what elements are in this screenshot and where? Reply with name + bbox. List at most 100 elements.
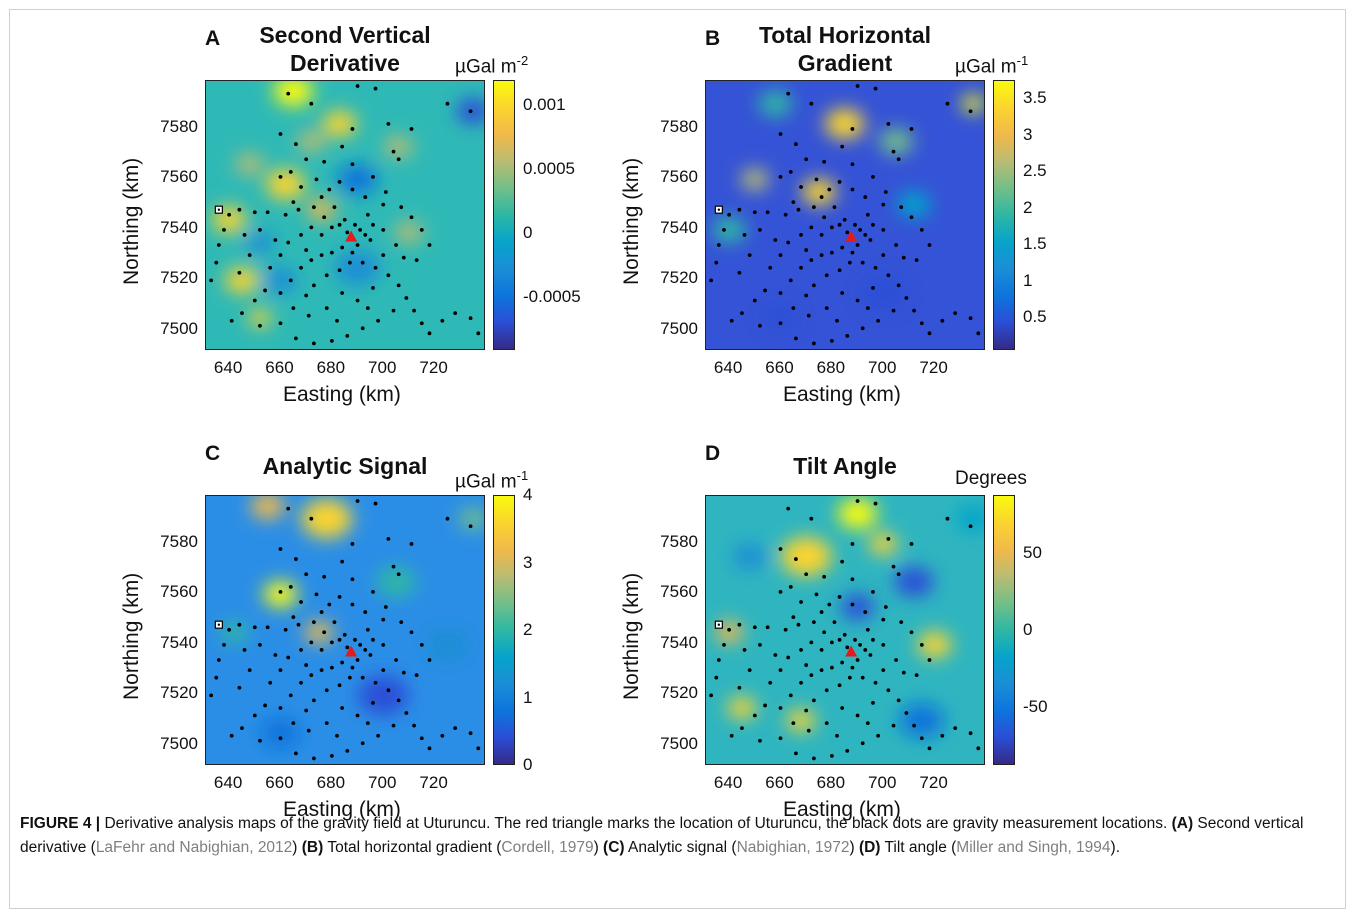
gravity-station-dot: [747, 668, 752, 673]
anomaly-blob: [307, 198, 336, 221]
gravity-station-dot: [840, 291, 845, 295]
anomaly-blob: [260, 717, 301, 749]
gravity-station-dot: [263, 703, 267, 708]
panel-title: Total Horizontal Gradient: [740, 21, 950, 77]
gravity-station-dot: [209, 278, 214, 283]
y-tick-label: 7580: [660, 116, 698, 136]
gravity-station-dot: [268, 680, 273, 685]
caption-ref-b[interactable]: Cordell, 1979: [501, 839, 594, 856]
gravity-station-dot: [840, 559, 845, 564]
gravity-station-dot: [286, 91, 291, 96]
gravity-station-dot: [322, 215, 327, 220]
colorbar-unit-exponent: -1: [516, 468, 529, 483]
gravity-station-dot: [355, 298, 360, 303]
gravity-station-dot: [976, 746, 981, 751]
x-tick-label: 720: [919, 773, 948, 792]
gravity-station-dot: [799, 265, 803, 270]
gravity-station-dot: [371, 222, 375, 227]
gravity-station-dot: [329, 640, 334, 645]
colorbar-tick-label: 3: [523, 552, 533, 572]
gravity-station-dot: [837, 637, 842, 642]
gravity-station-dot: [296, 207, 301, 212]
gravity-station-dot: [324, 688, 329, 693]
map-canvas: [206, 496, 484, 764]
caption-ref-c[interactable]: Nabighian, 1972: [736, 839, 850, 856]
gravity-station-dot: [322, 574, 327, 579]
gravity-station-dot: [294, 751, 298, 756]
gravity-station-dot: [714, 675, 719, 680]
caption-ref-a[interactable]: LaFehr and Nabighian, 2012: [95, 839, 293, 856]
gravity-station-dot: [209, 693, 214, 698]
anomaly-blob: [225, 267, 259, 294]
gravity-station-dot: [311, 756, 316, 761]
gravity-station-dot: [288, 278, 293, 283]
y-axis-label: Northing (km): [620, 572, 643, 700]
y-axis-label: Northing (km): [120, 157, 143, 285]
gravity-station-dot: [291, 721, 296, 726]
gravity-station-dot: [799, 648, 803, 652]
gravity-station-dot: [868, 238, 873, 242]
gravity-station-dot: [340, 144, 345, 149]
gravity-station-dot: [912, 308, 916, 313]
gravity-station-dot: [811, 698, 816, 703]
caption-end-d: ).: [1110, 839, 1121, 856]
gravity-station-dot: [414, 673, 419, 678]
caption-ref-d[interactable]: Miller and Singh, 1994: [956, 839, 1111, 856]
gravity-station-dot: [337, 268, 342, 273]
gravity-station-dot: [899, 620, 904, 625]
gravity-station-dot: [855, 658, 860, 662]
map-canvas: [206, 81, 484, 349]
gravity-station-dot: [871, 637, 875, 642]
gravity-station-dot: [729, 733, 734, 738]
anomaly-blob: [376, 566, 416, 598]
panel-d: D Tilt Angle Degrees 50 0 -50 7580 7560 7540 7520…: [620, 430, 1260, 821]
gravity-station-dot: [360, 326, 365, 331]
gravity-station-dot: [419, 736, 424, 741]
gravity-station-dot: [412, 723, 416, 728]
caption-tag-b: (B): [301, 839, 324, 856]
gravity-station-dot: [440, 318, 445, 323]
gravity-station-dot: [850, 250, 855, 255]
gravity-station-dot: [809, 258, 814, 263]
colorbar-unit: µGal m-1: [955, 53, 1028, 78]
anomaly-blob: [956, 505, 984, 532]
gravity-station-dot: [722, 227, 726, 232]
gravity-station-dot: [742, 233, 747, 237]
gravity-station-dot: [371, 286, 375, 290]
map-plot: [705, 80, 985, 350]
anomaly-field: [212, 81, 484, 327]
gravity-station-dot: [740, 726, 744, 731]
gravity-station-dot: [299, 233, 303, 237]
gravity-station-dot: [283, 212, 288, 217]
gravity-station-dot: [401, 670, 406, 675]
x-axis-label: Easting (km): [283, 383, 401, 406]
gravity-station-dot: [304, 708, 309, 713]
colorbar: [993, 495, 1015, 765]
gravity-station-dot: [842, 632, 847, 637]
anomaly-blob: [897, 191, 932, 218]
gravity-station-dot: [381, 668, 386, 673]
gravity-station-dot: [409, 630, 414, 635]
colorbar-unit: µGal m-1: [455, 468, 528, 493]
anomaly-blob: [758, 90, 793, 117]
gravity-station-dot: [294, 557, 298, 561]
gravity-station-dot: [337, 595, 342, 599]
gravity-station-dot: [809, 640, 814, 645]
anomaly-blob: [263, 267, 298, 294]
y-tick-label: 7540: [160, 217, 198, 237]
gravity-station-dot: [229, 733, 234, 738]
x-tick-label: 700: [368, 773, 397, 792]
panel-title-line: Analytic Signal: [262, 453, 428, 479]
gravity-station-dot: [729, 318, 734, 323]
gravity-station-dot: [373, 86, 378, 91]
gravity-station-dot: [404, 711, 409, 715]
gravity-station-dot: [968, 316, 973, 321]
gravity-station-dot: [327, 187, 332, 192]
gravity-station-dot: [368, 238, 373, 242]
x-tick-label: 720: [419, 358, 448, 377]
gravity-station-dot: [319, 195, 324, 199]
anomaly-blob: [248, 309, 272, 327]
gravity-station-dot: [860, 741, 865, 746]
reference-square-dot: [717, 208, 721, 211]
gravity-station-dot: [881, 253, 886, 258]
